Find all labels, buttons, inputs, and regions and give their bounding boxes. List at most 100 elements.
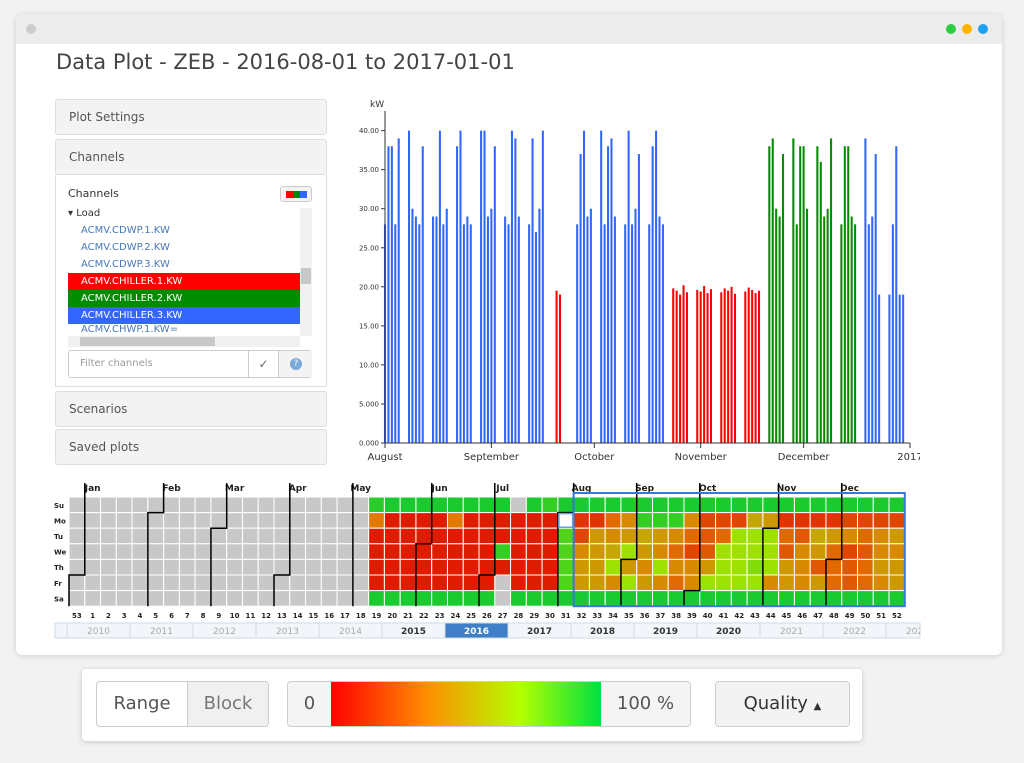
heat-cell <box>415 527 433 545</box>
empty-cell <box>320 527 338 545</box>
heat-cell <box>762 543 780 560</box>
empty-cell <box>178 512 196 529</box>
heat-cell <box>857 574 874 592</box>
empty-cell <box>305 574 322 592</box>
month-boundary <box>147 483 165 607</box>
week-label: 43 <box>750 612 760 620</box>
heat-cell <box>825 496 843 514</box>
scrollbar[interactable] <box>300 208 312 336</box>
empty-cell <box>163 496 180 514</box>
empty-cell <box>210 527 228 545</box>
scrollbar[interactable] <box>68 336 300 347</box>
window-dot[interactable] <box>962 24 972 34</box>
color-toggle[interactable] <box>280 186 312 202</box>
mode-button[interactable]: Range <box>96 681 188 727</box>
swatch <box>300 191 307 198</box>
channel-item[interactable]: ACMV.CDWP.3.KW <box>81 259 170 270</box>
week-label: 31 <box>561 612 571 620</box>
window-dot[interactable] <box>946 24 956 34</box>
empty-cell <box>289 527 307 545</box>
year-label: 2017 <box>527 627 552 637</box>
week-label: 3 <box>122 612 127 620</box>
heat-cell <box>557 527 575 545</box>
week-label: 37 <box>656 612 666 620</box>
week-label: 15 <box>309 612 319 620</box>
heat-cell <box>494 543 512 560</box>
empty-cell <box>194 543 212 560</box>
window-dot[interactable] <box>978 24 988 34</box>
heat-cell <box>573 590 590 607</box>
x-tick-label: 2017 <box>897 452 922 463</box>
week-label: 48 <box>829 612 839 620</box>
panel-header[interactable]: Saved plots <box>55 429 327 465</box>
scroll-thumb[interactable] <box>301 268 311 284</box>
heat-cell <box>715 558 732 576</box>
heat-cell <box>683 527 701 545</box>
apply-button[interactable]: ✓ <box>248 351 278 377</box>
heat-cell <box>872 574 890 592</box>
empty-cell <box>226 574 243 592</box>
heat-cell <box>699 496 717 514</box>
panel-header[interactable]: Scenarios <box>55 391 327 427</box>
heat-cell <box>762 512 780 529</box>
channel-item[interactable]: ACMV.CHILLER.3.KW <box>68 307 300 324</box>
help-button[interactable]: ? <box>278 351 312 377</box>
heat-cell <box>478 543 496 560</box>
channel-item[interactable]: ACMV.CDWP.1.KW <box>81 225 170 236</box>
tree-group[interactable]: ▾ Load <box>68 208 101 219</box>
empty-cell <box>305 496 322 514</box>
heat-cell <box>573 574 590 592</box>
heat-cell <box>746 590 764 607</box>
panel-header[interactable]: Channels <box>55 139 327 175</box>
month-label: Jul <box>495 484 509 494</box>
heat-cell <box>573 512 590 529</box>
heat-cell <box>462 512 480 529</box>
bar <box>754 293 757 443</box>
bar <box>438 130 441 443</box>
bar <box>706 293 709 443</box>
heat-cell <box>809 512 827 529</box>
heat-cell <box>793 496 811 514</box>
heat-cell <box>715 527 732 545</box>
channel-item[interactable]: ACMV.CDWP.2.KW <box>81 242 170 253</box>
heat-cell <box>431 590 448 607</box>
month-label: Dec <box>840 484 859 494</box>
mode-button[interactable]: Block <box>187 681 269 727</box>
heat-cell <box>431 558 448 576</box>
heat-cell <box>510 558 527 576</box>
heat-cell <box>730 590 748 607</box>
week-label: 17 <box>340 612 350 620</box>
bar <box>895 146 898 443</box>
week-label: 5 <box>153 612 158 620</box>
empty-cell <box>84 558 102 576</box>
channel-item[interactable]: ACMV.CHILLER.1.KW <box>68 273 300 290</box>
scroll-thumb[interactable] <box>80 337 215 346</box>
heat-cell <box>573 527 590 545</box>
empty-cell <box>163 558 180 576</box>
empty-cell <box>131 543 149 560</box>
panel-header[interactable]: Plot Settings <box>55 99 327 135</box>
month-label: Sep <box>635 484 655 494</box>
week-label: 52 <box>892 612 902 620</box>
week-label: 42 <box>734 612 744 620</box>
week-label: 36 <box>640 612 650 620</box>
channel-item[interactable]: ACMV.CHWP.1.KW= <box>81 324 179 335</box>
bar <box>507 224 510 443</box>
month-label: Aug <box>572 484 592 494</box>
heat-cell <box>857 558 874 576</box>
heat-cell <box>825 527 843 545</box>
y-tick-label: 30.00 <box>359 205 379 213</box>
heat-cell <box>762 558 780 576</box>
channel-item[interactable]: ACMV.CHILLER.2.KW <box>68 290 300 307</box>
quality-button[interactable]: Quality ▲ <box>715 681 850 727</box>
bar <box>534 232 538 443</box>
empty-cell <box>131 527 149 545</box>
button-label: Quality <box>743 693 808 714</box>
heat-cell <box>809 543 827 560</box>
heat-cell <box>604 574 622 592</box>
week-label: 14 <box>293 612 303 620</box>
year-label: 2021 <box>780 627 803 637</box>
empty-cell <box>289 590 307 607</box>
x-tick-label: August <box>368 452 403 463</box>
heat-cell <box>888 512 906 529</box>
